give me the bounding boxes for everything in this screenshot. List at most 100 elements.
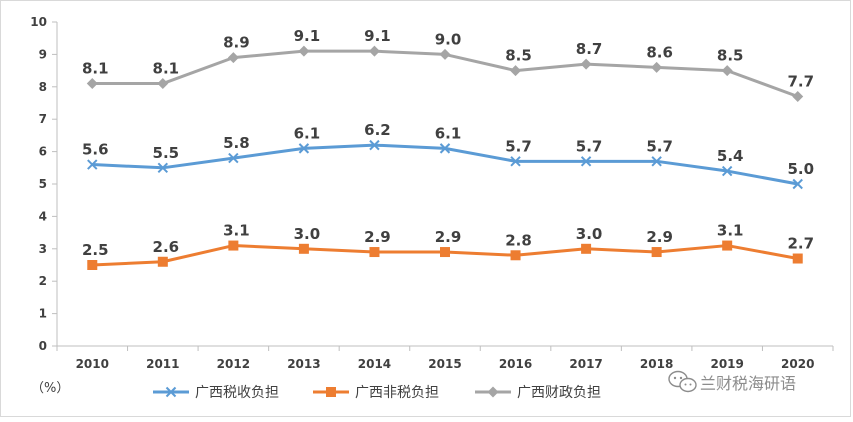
legend-point <box>326 387 336 397</box>
axes: 0 1 2 3 4 5 6 7 8 9 10 2010 2011 2012 2013 2014 2015 2016… <box>30 15 834 371</box>
nontax-burden-data-label: 2.7 <box>787 235 814 253</box>
x-tick-label: 2018 <box>640 357 673 371</box>
nontax-burden-point <box>157 256 168 267</box>
fiscal-burden-data-label: 8.5 <box>505 47 532 65</box>
fiscal-burden-data-label: 7.7 <box>787 73 814 91</box>
nontax-burden-point <box>510 250 521 261</box>
y-tick-label: 10 <box>30 15 47 29</box>
tax-burden-point <box>510 156 521 167</box>
tax-burden-point <box>439 143 451 154</box>
nontax-burden-point <box>298 243 309 254</box>
nontax-burden-data-label: 2.6 <box>153 238 180 256</box>
y-tick-label: 8 <box>39 80 47 94</box>
nontax-burden-data-label: 3.0 <box>294 225 321 243</box>
tax-burden-data-label: 6.1 <box>435 124 462 142</box>
legend-point <box>165 386 177 398</box>
fiscal-burden-data-label: 8.1 <box>153 60 180 78</box>
nontax-burden-data-label: 2.9 <box>364 228 391 246</box>
watermark: 兰财税海研语 <box>668 370 796 393</box>
y-tick-label: 9 <box>39 47 47 61</box>
fiscal-burden-data-label: 9.1 <box>364 27 391 45</box>
fiscal-burden-data-label: 8.6 <box>646 43 673 61</box>
fiscal-burden-data-label: 9.0 <box>435 30 462 48</box>
fiscal-burden-point <box>651 61 663 73</box>
legend-label: 广西财政负担 <box>517 385 601 401</box>
tax-burden-data-label: 5.7 <box>576 137 603 155</box>
fiscal-burden-data-label: 8.1 <box>82 60 109 78</box>
tax-burden-point <box>298 143 310 154</box>
data-labels: 5.6 5.5 5.8 6.1 6.2 6.1 5.7 5.7 5.7 5.4 5.0 2.5 2.6 3… <box>82 27 814 259</box>
fiscal-burden-data-label: 8.5 <box>717 47 744 65</box>
x-tick-label: 2012 <box>217 357 250 371</box>
legend-item-tax-burden: 广西税收负担 <box>153 385 279 401</box>
tax-burden-point <box>651 156 662 167</box>
legend-item-nontax-burden: 广西非税负担 <box>313 385 439 401</box>
nontax-burden-point <box>651 247 662 258</box>
nontax-burden-data-label: 2.9 <box>435 228 462 246</box>
tax-burden-line <box>92 143 798 186</box>
nontax-burden-data-label: 2.8 <box>505 231 532 249</box>
legend-item-fiscal-burden: 广西财政负担 <box>475 385 601 401</box>
fiscal-burden-point <box>721 65 733 77</box>
y-tick-label: 7 <box>39 112 47 126</box>
legend-label: 广西非税负担 <box>355 385 439 401</box>
nontax-burden-data-label: 2.9 <box>646 228 673 246</box>
tax-burden-point <box>580 156 592 167</box>
nontax-burden-data-label: 3.1 <box>717 222 744 240</box>
tax-burden-data-label: 5.7 <box>646 137 673 155</box>
tax-burden-data-label: 5.4 <box>717 147 744 165</box>
legend: 广西税收负担 广西非税负担 广西财政负担 <box>153 385 601 401</box>
unit-label: （%） <box>31 381 69 396</box>
tax-burden-data-label: 5.8 <box>223 134 250 152</box>
tax-burden-data-label: 5.7 <box>505 137 532 155</box>
nontax-burden-data-label: 3.0 <box>576 225 603 243</box>
y-tick-label: 4 <box>39 209 47 223</box>
tax-burden-data-label: 6.2 <box>364 121 391 139</box>
tax-burden-data-label: 5.0 <box>787 160 814 178</box>
fiscal-burden-point <box>580 58 592 70</box>
y-tick-label: 1 <box>39 307 47 321</box>
nontax-burden-point <box>228 240 239 251</box>
fiscal-burden-point <box>86 78 98 90</box>
legend-label: 广西税收负担 <box>195 385 279 401</box>
fiscal-burden-point <box>368 45 380 57</box>
nontax-burden-point <box>792 253 803 264</box>
x-tick-label: 2016 <box>499 357 532 371</box>
y-tick-label: 0 <box>39 339 47 353</box>
fiscal-burden-point <box>439 48 451 60</box>
nontax-burden-point <box>581 243 592 254</box>
wechat-icon <box>668 370 697 393</box>
y-tick-label: 5 <box>39 177 47 191</box>
x-tick-label: 2014 <box>358 357 391 371</box>
tax-burden-data-label: 5.6 <box>82 141 109 159</box>
fiscal-burden-point <box>227 52 239 64</box>
tax-burden-data-label: 6.1 <box>294 124 321 142</box>
legend-point <box>487 386 499 398</box>
watermark-text: 兰财税海研语 <box>700 374 796 393</box>
tax-burden-point <box>721 165 733 177</box>
fiscal-burden-point <box>157 78 169 90</box>
y-tick-label: 6 <box>39 145 47 159</box>
x-tick-label: 2011 <box>146 357 179 371</box>
nontax-burden-point <box>87 260 98 270</box>
tax-burden-data-label: 5.5 <box>153 144 180 162</box>
tax-burden-point <box>369 139 380 151</box>
nontax-burden-point <box>722 240 733 251</box>
series-layer <box>86 45 804 270</box>
x-tick-label: 2019 <box>710 357 743 371</box>
tax-burden-point <box>792 178 803 190</box>
x-tick-label: 2015 <box>428 357 461 371</box>
fiscal-burden-data-label: 9.1 <box>294 27 321 45</box>
nontax-burden-point <box>440 247 450 258</box>
tax-burden-point <box>228 152 239 164</box>
x-tick-label: 2010 <box>76 357 109 371</box>
y-tick-label: 3 <box>39 242 47 256</box>
tax-burden-point <box>157 162 169 174</box>
nontax-burden-data-label: 3.1 <box>223 222 250 240</box>
fiscal-burden-data-label: 8.7 <box>576 40 603 58</box>
nontax-burden-data-label: 2.5 <box>82 241 109 259</box>
fiscal-burden-data-label: 8.9 <box>223 34 250 52</box>
x-tick-label: 2013 <box>287 357 320 371</box>
